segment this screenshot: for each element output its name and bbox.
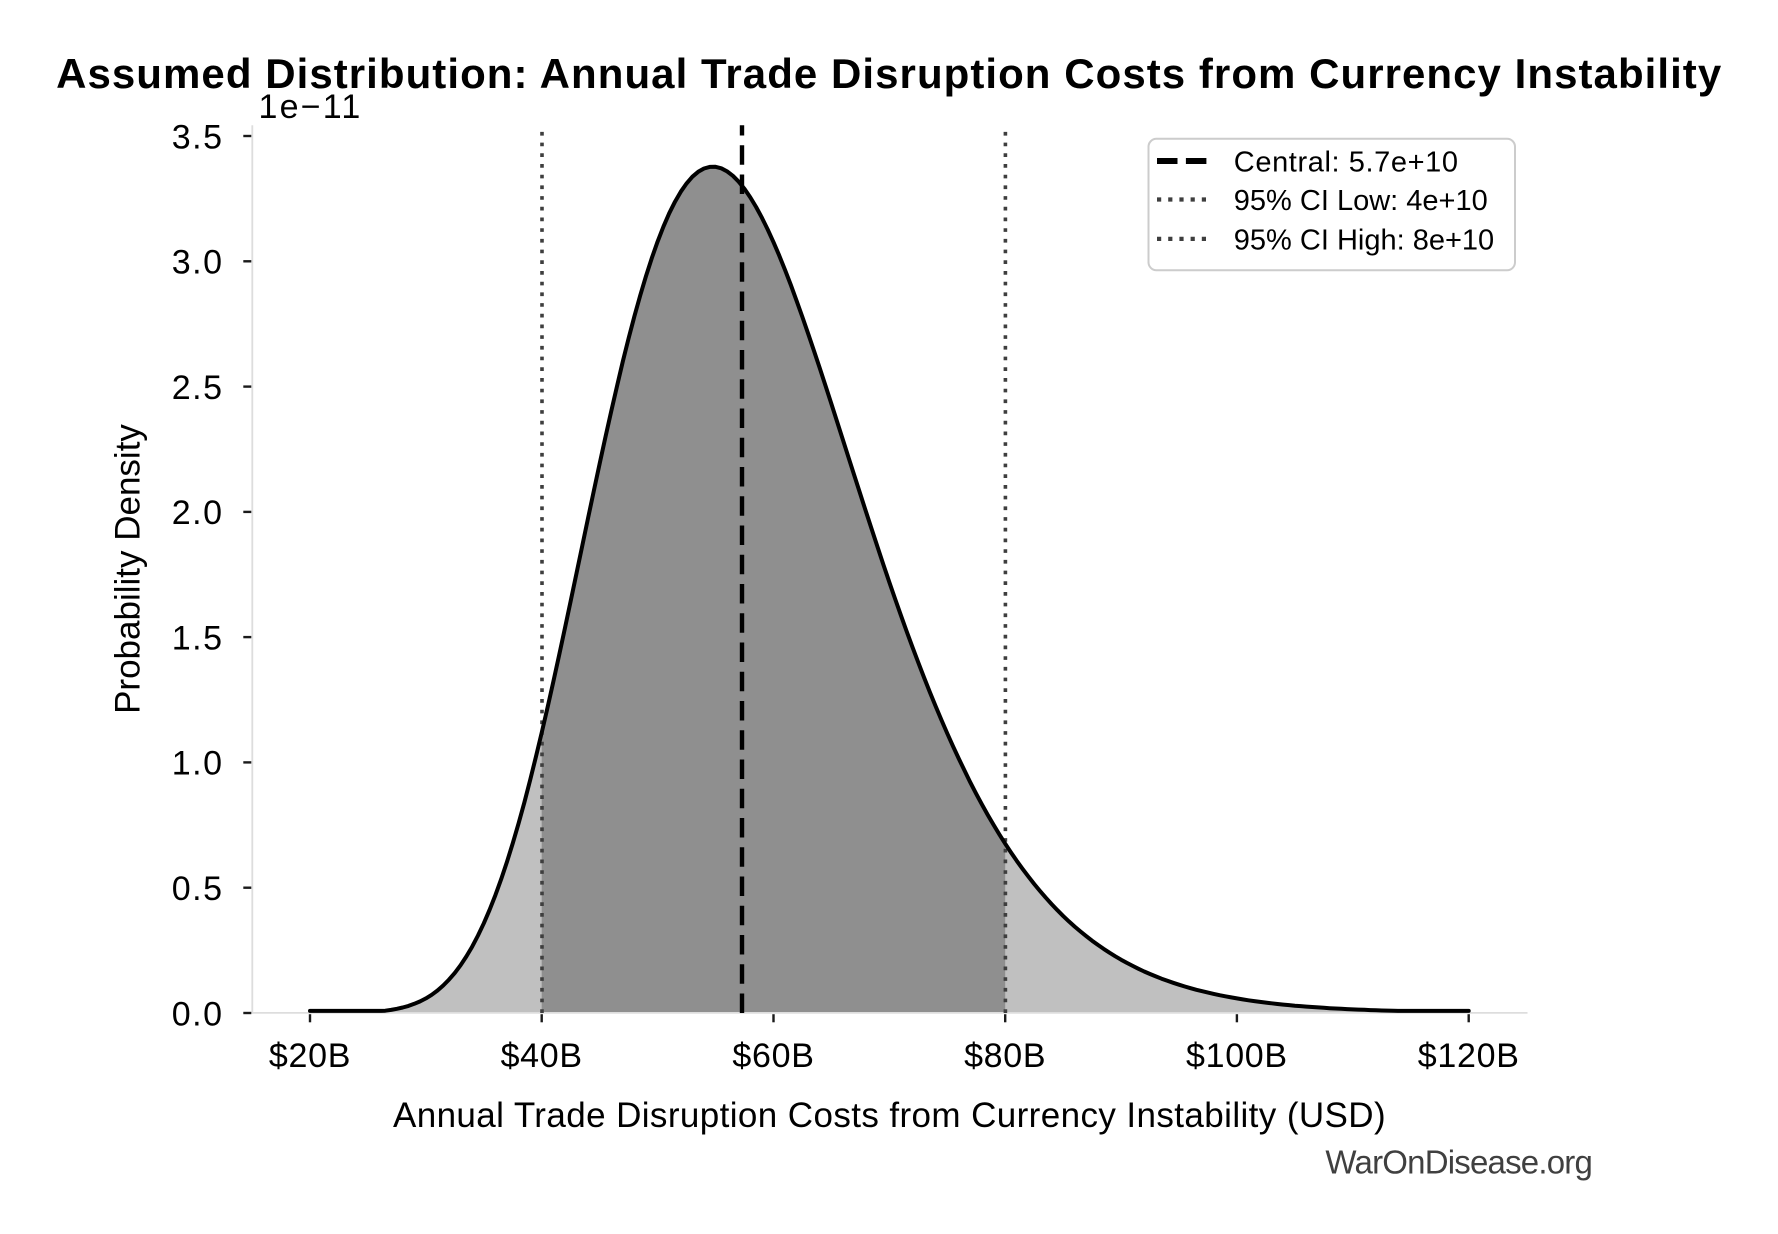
svg-text:3.0: 3.0 xyxy=(172,244,224,282)
svg-text:95% CI Low: 4e+10: 95% CI Low: 4e+10 xyxy=(1234,185,1488,217)
svg-text:$100B: $100B xyxy=(1186,1037,1288,1075)
svg-text:$80B: $80B xyxy=(964,1037,1046,1075)
svg-text:1.5: 1.5 xyxy=(172,619,224,657)
svg-text:0.0: 0.0 xyxy=(172,995,224,1033)
svg-text:95% CI High: 8e+10: 95% CI High: 8e+10 xyxy=(1234,224,1494,256)
svg-text:2.0: 2.0 xyxy=(172,494,224,532)
svg-text:0.5: 0.5 xyxy=(172,870,224,908)
svg-text:Annual Trade Disruption Costs: Annual Trade Disruption Costs from Curre… xyxy=(393,1096,1386,1135)
svg-text:Central: 5.7e+10: Central: 5.7e+10 xyxy=(1234,146,1459,178)
svg-text:1.0: 1.0 xyxy=(172,745,224,783)
svg-text:3.5: 3.5 xyxy=(172,118,224,156)
svg-text:$60B: $60B xyxy=(732,1037,814,1075)
svg-text:1e−11: 1e−11 xyxy=(259,88,363,126)
svg-text:$120B: $120B xyxy=(1418,1037,1520,1075)
svg-text:Assumed Distribution: Annual T: Assumed Distribution: Annual Trade Disru… xyxy=(56,50,1722,97)
svg-text:$40B: $40B xyxy=(501,1037,583,1075)
svg-text:$20B: $20B xyxy=(269,1037,351,1075)
svg-text:Probability Density: Probability Density xyxy=(108,424,147,714)
svg-text:2.5: 2.5 xyxy=(172,369,224,407)
svg-text:WarOnDisease.org: WarOnDisease.org xyxy=(1325,1144,1592,1181)
